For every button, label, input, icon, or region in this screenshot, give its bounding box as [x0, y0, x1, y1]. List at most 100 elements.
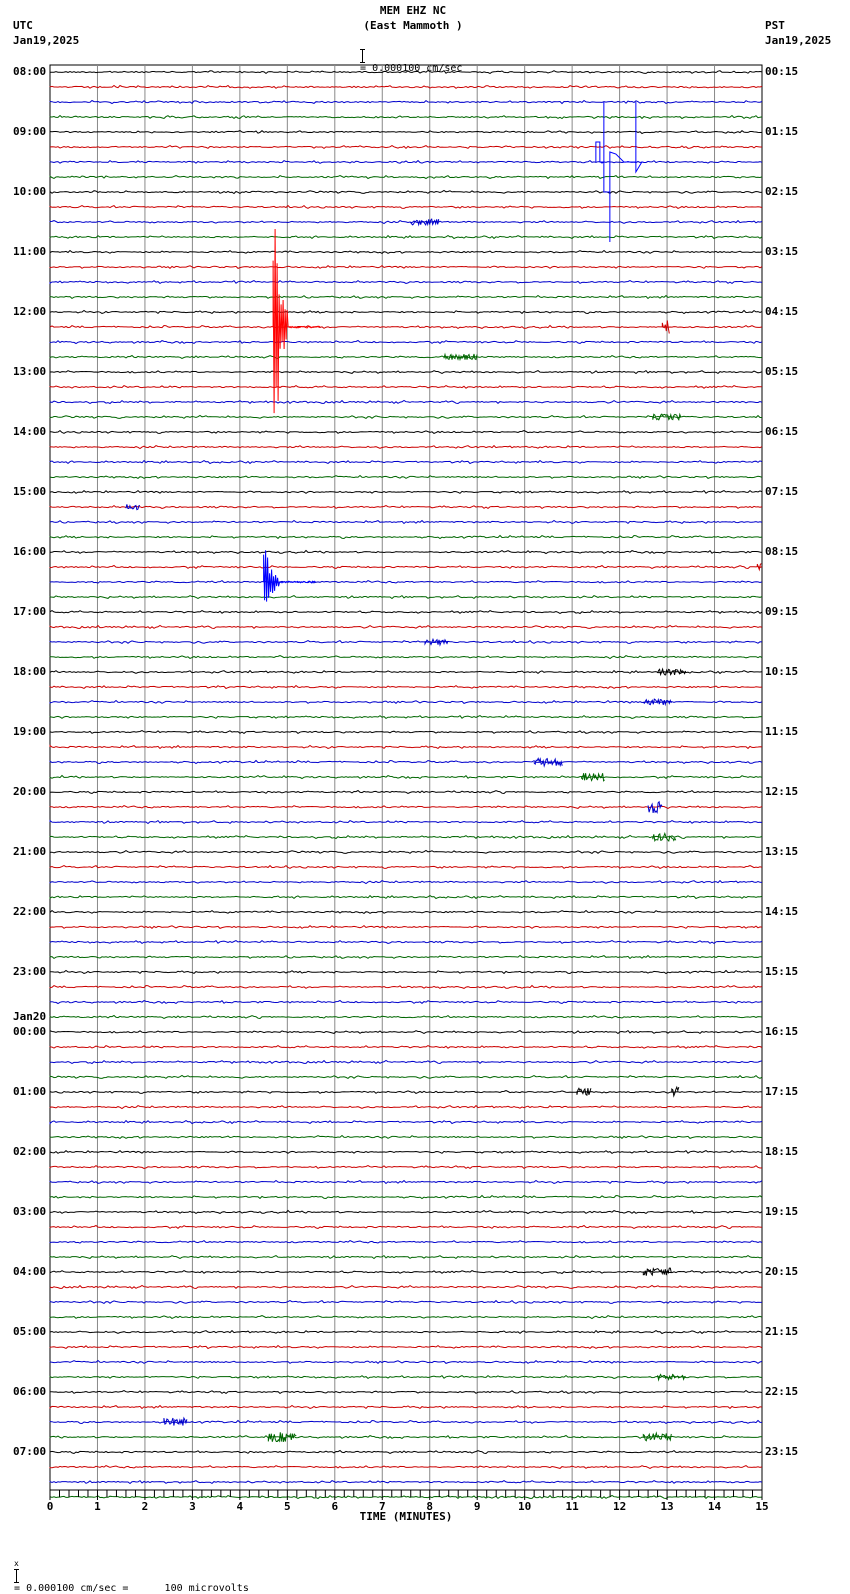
trace-line: [49, 84, 763, 89]
utc-time-label: 12:00: [13, 305, 47, 318]
trace-line: [49, 369, 763, 375]
trace-line: [49, 1329, 763, 1335]
pst-time-label: 01:15: [765, 125, 799, 138]
right-timezone: PST: [765, 19, 785, 32]
trace-line: [49, 849, 763, 854]
x-tick-label: 13: [660, 1500, 673, 1513]
trace-line: [49, 624, 763, 630]
pst-time-label: 21:15: [765, 1325, 799, 1338]
pst-time-label: 13:15: [765, 845, 799, 858]
x-tick-label: 12: [613, 1500, 626, 1513]
utc-time-label: 19:00: [13, 725, 47, 738]
trace-line: [49, 1284, 763, 1290]
trace-line: [49, 309, 763, 315]
x-tick-label: 9: [474, 1500, 481, 1513]
trace-line: [49, 1434, 763, 1440]
trace-line: [49, 1209, 763, 1215]
trace-line: [49, 1269, 763, 1275]
trace-line: [49, 234, 763, 240]
trace-line: [49, 1074, 763, 1079]
trace-line: [49, 1419, 762, 1425]
trace-line: [49, 1179, 763, 1185]
pst-time-label: 09:15: [765, 605, 799, 618]
station-location: (East Mammoth ): [363, 19, 463, 32]
trace-line: [49, 249, 763, 255]
trace-line: [49, 1359, 763, 1364]
trace-line: [49, 99, 763, 105]
seismic-event: [410, 218, 440, 227]
trace-line: [49, 1389, 763, 1395]
seismic-event: [647, 800, 663, 814]
trace-line: [49, 264, 763, 269]
trace-line: [49, 429, 763, 434]
trace-line: [49, 564, 763, 570]
footer-prefix: x: [14, 1559, 19, 1568]
pst-time-label: 17:15: [765, 1085, 799, 1098]
x-tick-label: 2: [142, 1500, 149, 1513]
trace-line: [49, 864, 763, 869]
trace-line: [49, 999, 763, 1005]
trace-line: [49, 1045, 763, 1049]
trace-line: [49, 805, 763, 809]
x-tick-label: 8: [426, 1500, 433, 1513]
seismic-event: [533, 757, 563, 768]
trace-line: [49, 339, 763, 345]
trace-line: [49, 579, 763, 584]
utc-time-label: 07:00: [13, 1445, 47, 1458]
right-date: Jan19,2025: [765, 34, 832, 47]
trace-line: [49, 954, 763, 960]
utc-time-label: 14:00: [13, 425, 47, 438]
trace-line: [49, 1239, 763, 1244]
seismic-event: [642, 1267, 672, 1277]
scale-legend: = 0.000100 cm/sec: [348, 38, 462, 74]
trace-line: [49, 639, 763, 644]
pst-time-label: 16:15: [765, 1025, 799, 1038]
x-tick-label: 7: [379, 1500, 386, 1513]
utc-time-label: 23:00: [13, 965, 47, 978]
trace-line: [49, 444, 763, 450]
trace-line: [49, 819, 763, 825]
trace-line: [49, 189, 763, 195]
utc-time-label: 16:00: [13, 545, 47, 558]
pst-time-label: 19:15: [765, 1205, 799, 1218]
pst-time-label: 02:15: [765, 185, 799, 198]
utc-time-label: 01:00: [13, 1085, 47, 1098]
trace-line: [49, 909, 763, 915]
utc-time-label: 13:00: [13, 365, 47, 378]
utc-time-label: 04:00: [13, 1265, 47, 1278]
pst-time-label: 03:15: [765, 245, 799, 258]
trace-line: [49, 1449, 763, 1455]
trace-line: [49, 1059, 763, 1065]
pst-time-label: 12:15: [765, 785, 799, 798]
seismic-event: [272, 228, 321, 414]
trace-line: [49, 279, 763, 285]
scale-legend-text: = 0.000100 cm/sec: [360, 63, 463, 74]
trace-line: [49, 879, 763, 885]
seismic-event: [267, 1432, 297, 1443]
pst-time-label: 08:15: [765, 545, 799, 558]
trace-line: [49, 1029, 763, 1035]
pst-time-label: 10:15: [765, 665, 799, 678]
scale-bar-icon: [360, 49, 366, 63]
pst-time-label: 11:15: [765, 725, 799, 738]
x-tick-label: 3: [189, 1500, 196, 1513]
pst-time-label: 14:15: [765, 905, 799, 918]
utc-time-label: 17:00: [13, 605, 47, 618]
trace-line: [49, 219, 763, 225]
trace-line: [49, 474, 763, 480]
trace-line: [49, 714, 763, 720]
trace-line: [49, 519, 763, 525]
seismic-event: [642, 697, 672, 707]
seismic-event: [657, 667, 687, 677]
seismic-event: [642, 1431, 672, 1442]
trace-line: [49, 504, 763, 510]
utc-time-label: 03:00: [13, 1205, 47, 1218]
footer-scale-text: = 0.000100 cm/sec = 100 microvolts: [14, 1583, 249, 1594]
trace-line: [49, 669, 763, 675]
trace-line: [49, 204, 763, 209]
trace-line: [49, 114, 763, 120]
trace-line: [49, 1164, 763, 1170]
seismic-event: [443, 352, 478, 362]
trace-line: [49, 174, 763, 180]
utc-time-label: 20:00: [13, 785, 47, 798]
